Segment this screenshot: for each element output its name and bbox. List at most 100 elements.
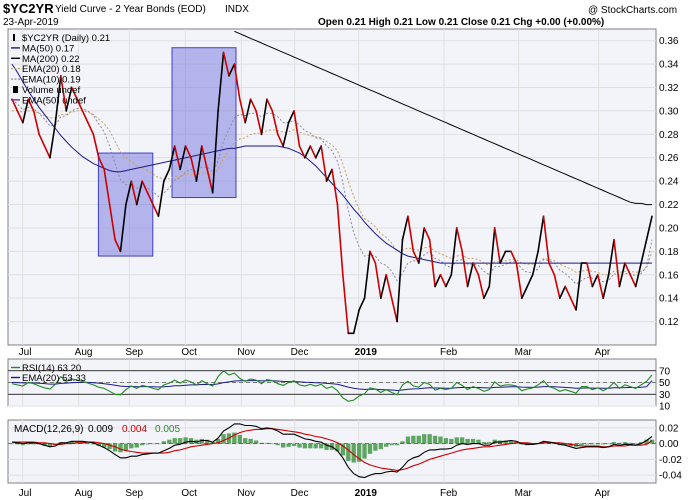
tick-label: 0.00: [659, 439, 679, 450]
price-segment: [510, 250, 518, 264]
price-segment: [472, 262, 480, 276]
histogram-bar: [205, 439, 210, 444]
histogram-bar: [31, 443, 36, 445]
price-segment: [54, 75, 62, 124]
legend-label: MA(50) 0.17: [22, 43, 74, 54]
price-segment: [407, 215, 415, 253]
histogram-bar: [508, 440, 514, 444]
price-segment: [22, 98, 30, 124]
histogram-bar: [177, 438, 183, 444]
histogram-bar: [633, 443, 638, 445]
histogram-bar: [579, 443, 584, 446]
histogram-bar: [291, 443, 297, 446]
macd-legend: MACD(12,26,9) 0.009 0.004 0.005: [14, 424, 180, 435]
histogram-bar: [356, 443, 362, 462]
price-segment: [266, 98, 274, 112]
price-segment: [228, 63, 236, 77]
ema10-line: [11, 98, 653, 285]
rsi-line: [11, 370, 653, 402]
price-segment: [363, 250, 371, 299]
price-segment: [439, 273, 447, 288]
price-segment: [483, 285, 491, 299]
price-segment: [168, 145, 176, 171]
histogram-bar: [221, 434, 226, 444]
price-segment: [141, 180, 149, 194]
month-label: Oct: [181, 488, 197, 499]
price-segment: [564, 285, 572, 299]
price-segment: [645, 215, 653, 241]
price-segment: [499, 250, 507, 264]
histogram-bar: [427, 434, 432, 444]
price-segment: [163, 168, 171, 182]
price-segment: [629, 273, 637, 288]
macd-legend-signal-value: 0.004: [122, 424, 147, 435]
price-segment: [287, 110, 295, 124]
price-segment: [16, 110, 24, 124]
histogram-bar: [405, 436, 411, 444]
price-segment: [553, 273, 561, 299]
price-segment: [276, 133, 284, 147]
histogram-bar: [26, 443, 31, 445]
price-segment: [423, 227, 431, 241]
price-axis: 0.36 0.34 0.32 0.30 0.28 0.26 0.24 0.22 0.20 0.18…: [659, 36, 679, 328]
price-segment: [76, 98, 84, 112]
price-segment: [455, 227, 463, 253]
price-segment: [396, 238, 404, 323]
price-segment: [477, 273, 485, 299]
month-label: Mar: [515, 488, 533, 499]
price-segment: [526, 273, 534, 288]
month-label: Jul: [19, 347, 32, 358]
histogram-bar: [628, 442, 633, 444]
legend-label: MA(200) 0.22: [22, 54, 80, 65]
histogram-bar: [563, 443, 568, 446]
month-label: Aug: [75, 488, 93, 499]
histogram-bar: [275, 443, 280, 446]
price-segment: [342, 273, 350, 335]
price-segment: [618, 262, 626, 288]
month-label: Mar: [515, 347, 533, 358]
price-segment: [634, 262, 642, 288]
histogram-bar: [318, 443, 324, 449]
price-segment: [114, 238, 122, 253]
month-label: Nov: [237, 488, 255, 499]
tick-label: 30: [659, 390, 671, 401]
tick-label: 50: [659, 378, 671, 389]
month-label: Apr: [595, 488, 611, 499]
macd-legend-histogram-value: 0.005: [155, 424, 180, 435]
histogram-bar: [129, 443, 134, 449]
price-segment: [461, 250, 469, 288]
histogram-bar: [622, 442, 628, 444]
price-segment: [282, 121, 290, 147]
month-label: 2019: [355, 347, 378, 358]
price-segment: [222, 51, 230, 77]
price-segment: [195, 145, 203, 182]
histogram-bar: [460, 437, 465, 444]
price-segment: [450, 227, 458, 276]
month-axis-middle: Jul Aug Sep Oct Nov Dec 2019 Feb Mar Apr: [19, 347, 611, 358]
price-segment: [238, 98, 247, 124]
watermark: @ StockCharts.com: [588, 5, 677, 16]
month-label: Jul: [19, 488, 32, 499]
price-segment: [445, 273, 453, 288]
histogram-bar: [481, 442, 487, 444]
legend-label: EMA(50) undef: [22, 95, 86, 106]
price-segment: [103, 168, 111, 206]
price-segment: [38, 133, 46, 147]
histogram-bar: [118, 443, 123, 453]
price-segment: [298, 145, 306, 159]
price-segment: [135, 180, 143, 206]
price-segment: [314, 145, 322, 159]
histogram-bar: [449, 438, 454, 444]
histogram-bar: [487, 442, 492, 444]
tick-label: 0.12: [659, 317, 679, 328]
price-segment: [11, 98, 19, 112]
ma50-line: [11, 63, 652, 264]
histogram-bar: [20, 443, 26, 446]
tick-label: 0.28: [659, 130, 679, 141]
price-segment: [304, 145, 312, 159]
histogram-bar: [237, 434, 242, 444]
month-label: Apr: [595, 347, 611, 358]
histogram-bar: [465, 438, 470, 444]
price-segment: [548, 262, 556, 276]
